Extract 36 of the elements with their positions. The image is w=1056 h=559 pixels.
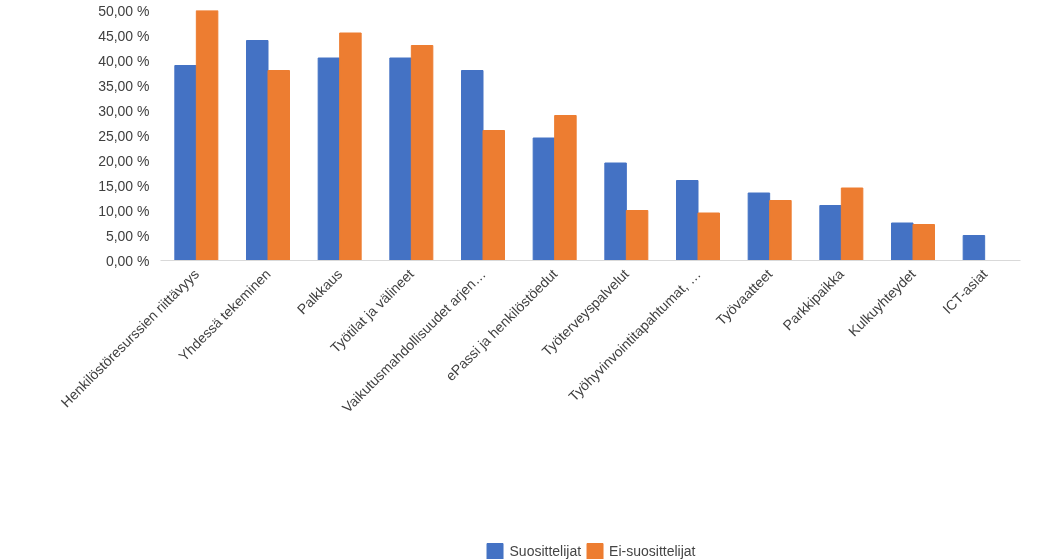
y-tick-label: 40,00 % xyxy=(98,52,150,69)
bar xyxy=(554,115,577,261)
bar xyxy=(747,192,771,261)
y-tick-label: 35,00 % xyxy=(98,77,150,94)
y-tick-label: 5,00 % xyxy=(105,227,150,244)
bar xyxy=(697,212,720,261)
bar xyxy=(891,222,914,261)
y-tick-label: 15,00 % xyxy=(98,177,150,194)
y-tick-label: 25,00 % xyxy=(98,127,150,144)
bar xyxy=(676,180,699,261)
bar xyxy=(482,130,505,261)
y-tick-label: 30,00 % xyxy=(98,102,150,119)
bar xyxy=(317,57,341,261)
bar xyxy=(389,57,412,261)
bar xyxy=(769,200,792,261)
bar xyxy=(195,10,219,261)
bar xyxy=(962,235,986,261)
bar xyxy=(532,137,556,261)
y-tick-label: 20,00 % xyxy=(98,152,150,169)
bar xyxy=(840,187,864,261)
legend-label: Suosittelijat xyxy=(509,543,582,559)
bar xyxy=(604,162,627,261)
legend-label: Ei-suosittelijat xyxy=(609,543,696,559)
bar xyxy=(912,224,935,261)
bar xyxy=(267,70,290,261)
y-tick-label: 50,00 % xyxy=(98,2,150,19)
y-tick-label: 45,00 % xyxy=(98,27,150,44)
bar xyxy=(461,70,484,261)
bar xyxy=(339,32,362,261)
bar xyxy=(410,45,434,261)
bar xyxy=(819,205,842,261)
y-tick-label: 0,00 % xyxy=(105,252,150,269)
bar xyxy=(246,40,269,261)
bar xyxy=(625,210,649,261)
y-tick-label: 10,00 % xyxy=(98,202,150,219)
bar xyxy=(174,65,197,261)
